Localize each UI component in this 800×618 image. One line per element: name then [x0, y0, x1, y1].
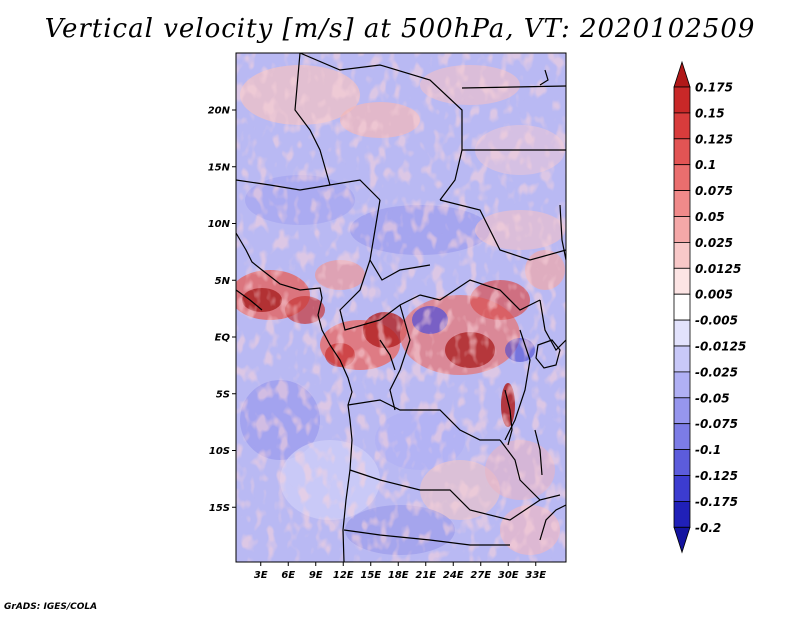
colorbar-swatch-3 [673, 164, 691, 191]
borders [236, 53, 566, 562]
longitude-axis: 3E 6E 9E 12E 15E 18E 21E 24E 27E 30E 33E [254, 562, 546, 581]
colorbar-label-9: -0.005 [695, 314, 738, 328]
lon-tick-label-7: 24E [443, 570, 464, 581]
colorbar-swatch-4 [673, 190, 691, 217]
colorbar-swatch-16 [673, 500, 691, 528]
colorbar-swatch-7 [673, 267, 691, 295]
lon-tick-label-9: 30E [498, 570, 519, 581]
lon-tick-label-8: 27E [470, 570, 491, 581]
colorbar-label-2: 0.125 [695, 132, 733, 146]
lon-tick-label-2: 9E [309, 570, 323, 581]
lat-tick-label-7: 15S [209, 503, 230, 514]
colorbar-arrow-top [673, 60, 691, 88]
lake-victoria [535, 339, 561, 369]
colorbar-label-8: 0.005 [695, 288, 733, 302]
lon-tick-label-3: 12E [333, 570, 354, 581]
map-frame [235, 52, 567, 563]
lon-tick-label-1: 6E [281, 570, 295, 581]
map-title: Vertical velocity [m/s] at 500hPa, VT: 2… [44, 14, 756, 44]
colorbar-label-14: -0.1 [695, 443, 721, 457]
lon-tick-label-0: 3E [254, 570, 268, 581]
lat-tick-label-6: 10S [209, 446, 230, 457]
lon-tick-label-4: 15E [360, 570, 381, 581]
lat-tick-label-4: EQ [215, 333, 231, 344]
colorbar-label-7: 0.0125 [695, 262, 741, 276]
colorbar-label-3: 0.1 [695, 158, 716, 172]
colorbar-swatch-15 [673, 475, 691, 502]
lat-tick-label-5: 5S [216, 389, 230, 400]
colorbar-label-13: -0.075 [695, 417, 738, 431]
colorbar-swatch-12 [673, 397, 691, 425]
lat-tick-label-3: 5N [215, 276, 231, 287]
vertical-velocity-field [236, 53, 566, 562]
latitude-axis: 20N 15N 10N 5N EQ 5S 10S 15S [208, 106, 236, 514]
colorbar-swatch-9 [673, 319, 691, 347]
colorbar-label-10: -0.0125 [695, 340, 746, 354]
colorbar-label-4: 0.075 [695, 184, 733, 198]
colorbar-label-0: 0.175 [695, 81, 733, 95]
lat-tick-label-1: 15N [208, 162, 231, 173]
colorbar-label-11: -0.025 [695, 365, 738, 379]
colorbar-swatch-5 [673, 216, 691, 243]
colorbar-label-17: -0.2 [695, 521, 721, 535]
lake-malawi [534, 429, 543, 476]
colorbar-swatch-2 [673, 138, 691, 166]
colorbar-swatch-8 [673, 293, 691, 321]
colorbar-swatch-10 [673, 345, 691, 373]
colorbar-swatch-11 [673, 371, 691, 399]
lake-tanganyika [504, 389, 513, 446]
lat-tick-label-2: 10N [208, 219, 231, 230]
lon-tick-label-10: 33E [525, 570, 546, 581]
colorbar-label-1: 0.15 [695, 106, 725, 120]
colorbar-arrow-bottom [673, 526, 691, 554]
colorbar-swatch-6 [673, 241, 691, 269]
colorbar: 0.175 0.15 0.125 0.1 0.075 0.05 0.025 0.0125 0.0… [673, 60, 746, 554]
colorbar-label-16: -0.175 [695, 495, 738, 509]
lat-tick-label-0: 20N [208, 106, 231, 117]
coastline-west [236, 232, 353, 562]
grads-credit: GrADS: IGES/COLA [4, 602, 98, 612]
colorbar-label-6: 0.025 [695, 236, 733, 250]
lon-tick-label-6: 21E [415, 570, 436, 581]
lon-tick-label-5: 18E [388, 570, 409, 581]
colorbar-label-15: -0.125 [695, 469, 738, 483]
colorbar-swatch-1 [673, 112, 691, 140]
colorbar-swatch-0 [673, 86, 691, 114]
colorbar-swatch-13 [673, 423, 691, 451]
colorbar-swatch-14 [673, 449, 691, 476]
colorbar-label-12: -0.05 [695, 391, 730, 405]
colorbar-label-5: 0.05 [695, 210, 725, 224]
